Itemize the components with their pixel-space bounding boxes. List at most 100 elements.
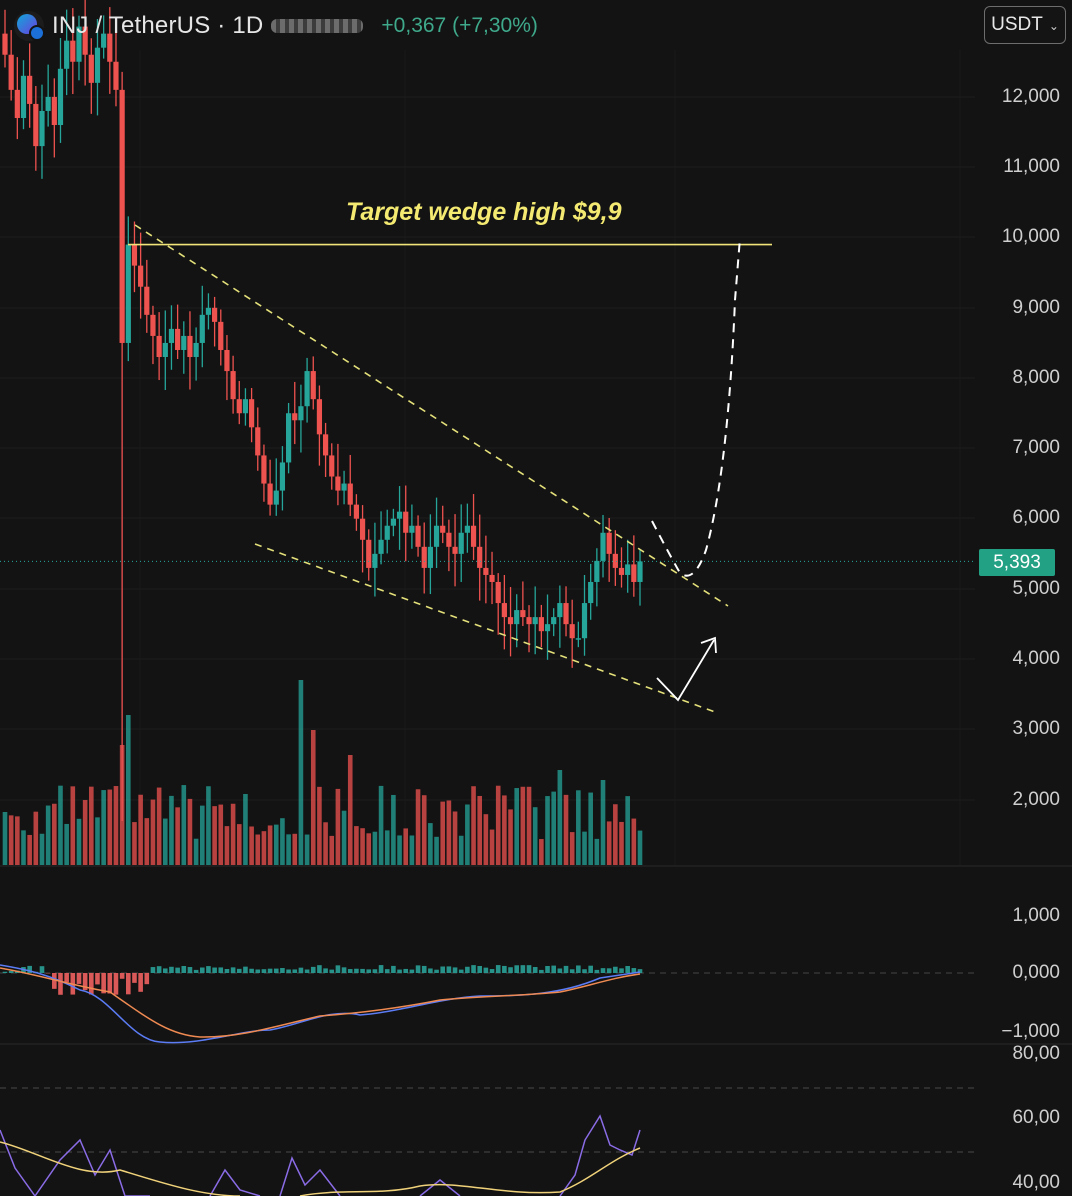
candle-body xyxy=(33,103,39,147)
candle-body xyxy=(144,286,150,315)
volume-bar xyxy=(631,818,637,865)
volume-bar xyxy=(89,786,94,865)
candle-body xyxy=(175,328,181,350)
macd-histogram-bar xyxy=(292,969,298,973)
volume-bar xyxy=(569,832,575,865)
volume-bar xyxy=(415,789,421,865)
volume-bar xyxy=(64,823,69,865)
candle-body xyxy=(261,455,267,484)
macd-histogram-bar xyxy=(594,969,600,973)
macd-histogram-bar xyxy=(428,968,433,973)
candle-body xyxy=(64,40,70,69)
macd-histogram-bar xyxy=(588,965,593,973)
macd-histogram-bar xyxy=(465,966,470,973)
volume-bar xyxy=(224,826,230,865)
price-tick-label: 4,000 xyxy=(1012,648,1060,669)
volume-bar xyxy=(446,800,452,865)
candle-body xyxy=(329,455,335,477)
candle-body xyxy=(631,564,637,582)
candle-body xyxy=(199,314,205,343)
candle-body xyxy=(625,564,631,575)
volume-bar xyxy=(403,828,409,865)
candle-body xyxy=(372,553,378,568)
macd-histogram-bar xyxy=(576,965,581,973)
price-tick-label: 10,000 xyxy=(1001,226,1060,247)
macd-histogram-bar xyxy=(2,971,8,973)
macd-histogram-bar xyxy=(255,969,261,973)
volume-bar xyxy=(477,795,483,865)
candle-body xyxy=(532,617,538,625)
candle-body xyxy=(618,567,625,575)
volume-bar xyxy=(76,818,82,865)
macd-histogram-bar xyxy=(304,969,310,973)
macd-histogram-bar xyxy=(452,967,458,973)
candle-body xyxy=(557,603,563,618)
macd-histogram-bar xyxy=(372,969,378,973)
candle-body xyxy=(2,33,8,55)
price-tick-label: 3,000 xyxy=(1012,718,1060,739)
volume-bar xyxy=(286,834,291,865)
volume-bar xyxy=(218,804,224,865)
volume-bar xyxy=(107,789,113,865)
macd-histogram-bar xyxy=(366,969,372,973)
candle-body xyxy=(446,532,452,547)
macd-histogram-bar xyxy=(403,968,409,973)
candle-body xyxy=(396,511,403,519)
macd-histogram-bar xyxy=(471,965,476,973)
candle-body xyxy=(409,525,415,533)
volume-bar xyxy=(8,815,14,865)
macd-histogram-bar xyxy=(82,973,88,991)
candle-body xyxy=(353,504,360,519)
wedge-upper-line xyxy=(134,224,729,607)
candle-body xyxy=(514,610,520,625)
candle-body xyxy=(212,307,218,322)
volume-bar xyxy=(409,835,415,865)
candle-body xyxy=(88,54,94,83)
macd-histogram-bar xyxy=(341,967,347,973)
candle-body xyxy=(131,244,138,266)
injective-logo-icon xyxy=(14,11,45,41)
candle-body xyxy=(138,265,144,287)
currency-select-button[interactable]: USDT ⌄ xyxy=(984,6,1066,44)
candle-body xyxy=(205,307,212,315)
macd-histogram-bar xyxy=(187,967,193,973)
candle-body xyxy=(249,399,255,428)
volume-bar xyxy=(582,831,587,865)
candle-body xyxy=(8,54,14,90)
macd-histogram-bar xyxy=(440,966,446,973)
candle-body xyxy=(403,511,409,533)
macd-histogram-bar xyxy=(280,968,285,973)
volume-bar xyxy=(465,804,470,865)
candle-body xyxy=(600,532,606,561)
candle-body xyxy=(310,371,316,400)
candle-body xyxy=(51,96,57,126)
candle-body xyxy=(464,525,470,533)
macd-tick-label: 1,000 xyxy=(1012,905,1060,926)
symbol-title[interactable]: INJ / TetherUS · 1D xyxy=(52,12,264,39)
volume-bar xyxy=(212,806,217,865)
volume-bar xyxy=(526,786,532,865)
price-tick-label: 7,000 xyxy=(1012,437,1060,458)
macd-histogram-bar xyxy=(360,968,365,973)
candle-body xyxy=(45,96,51,111)
volume-bar xyxy=(156,787,162,865)
candle-body xyxy=(384,525,390,540)
macd-histogram-bar xyxy=(384,969,390,973)
candle-body xyxy=(14,89,20,118)
candle-body xyxy=(501,603,507,618)
macd-histogram-bar xyxy=(557,968,563,973)
volume-bar xyxy=(354,826,359,865)
volume-bar xyxy=(366,833,372,865)
macd-histogram-bar xyxy=(329,969,335,973)
candle-body xyxy=(507,617,514,625)
macd-histogram-bar xyxy=(582,969,587,973)
macd-histogram-bar xyxy=(526,965,532,973)
volume-bar xyxy=(280,818,285,865)
macd-histogram-bar xyxy=(273,968,279,973)
candle-body xyxy=(637,561,643,582)
price-change: +0,367 (+7,30%) xyxy=(381,14,538,37)
candle-body xyxy=(316,399,323,435)
volume-bar xyxy=(600,780,606,865)
volume-bar xyxy=(495,785,501,865)
